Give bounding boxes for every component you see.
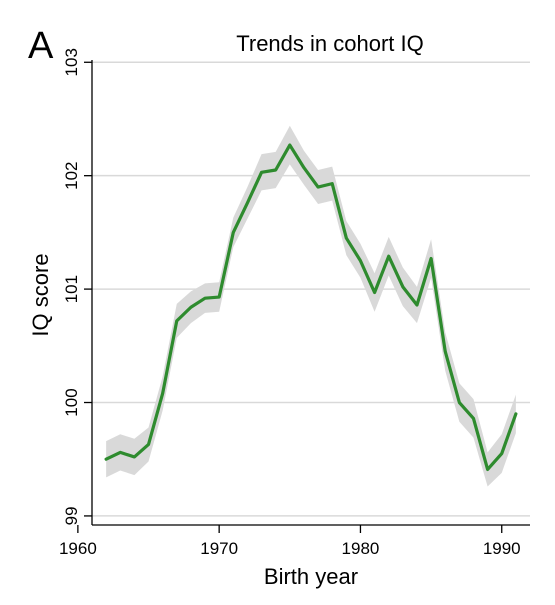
y-axis-label: IQ score: [28, 253, 53, 336]
y-tick-label-101: 101: [62, 275, 81, 303]
y-tick-label-103: 103: [62, 48, 81, 76]
x-tick-label-1970: 1970: [200, 539, 238, 558]
grid-layer: [92, 61, 530, 517]
axes-layer: 1960 1970 1980 1990 99 100 101 102 103: [59, 48, 530, 558]
x-axis-label: Birth year: [264, 564, 358, 589]
confidence-band-layer: [106, 125, 516, 487]
y-tick-label-102: 102: [62, 161, 81, 189]
series-line-layer: [104, 143, 518, 472]
panel-label: A: [28, 25, 54, 67]
y-tick-label-99: 99: [62, 506, 81, 525]
x-tick-label-1990: 1990: [483, 539, 521, 558]
confidence-band-0: [106, 125, 516, 487]
x-tick-label-1980: 1980: [342, 539, 380, 558]
y-tick-label-100: 100: [62, 388, 81, 416]
series-line-0: [104, 143, 518, 472]
x-tick-label-1960: 1960: [59, 539, 97, 558]
chart-title: Trends in cohort IQ: [236, 31, 423, 56]
